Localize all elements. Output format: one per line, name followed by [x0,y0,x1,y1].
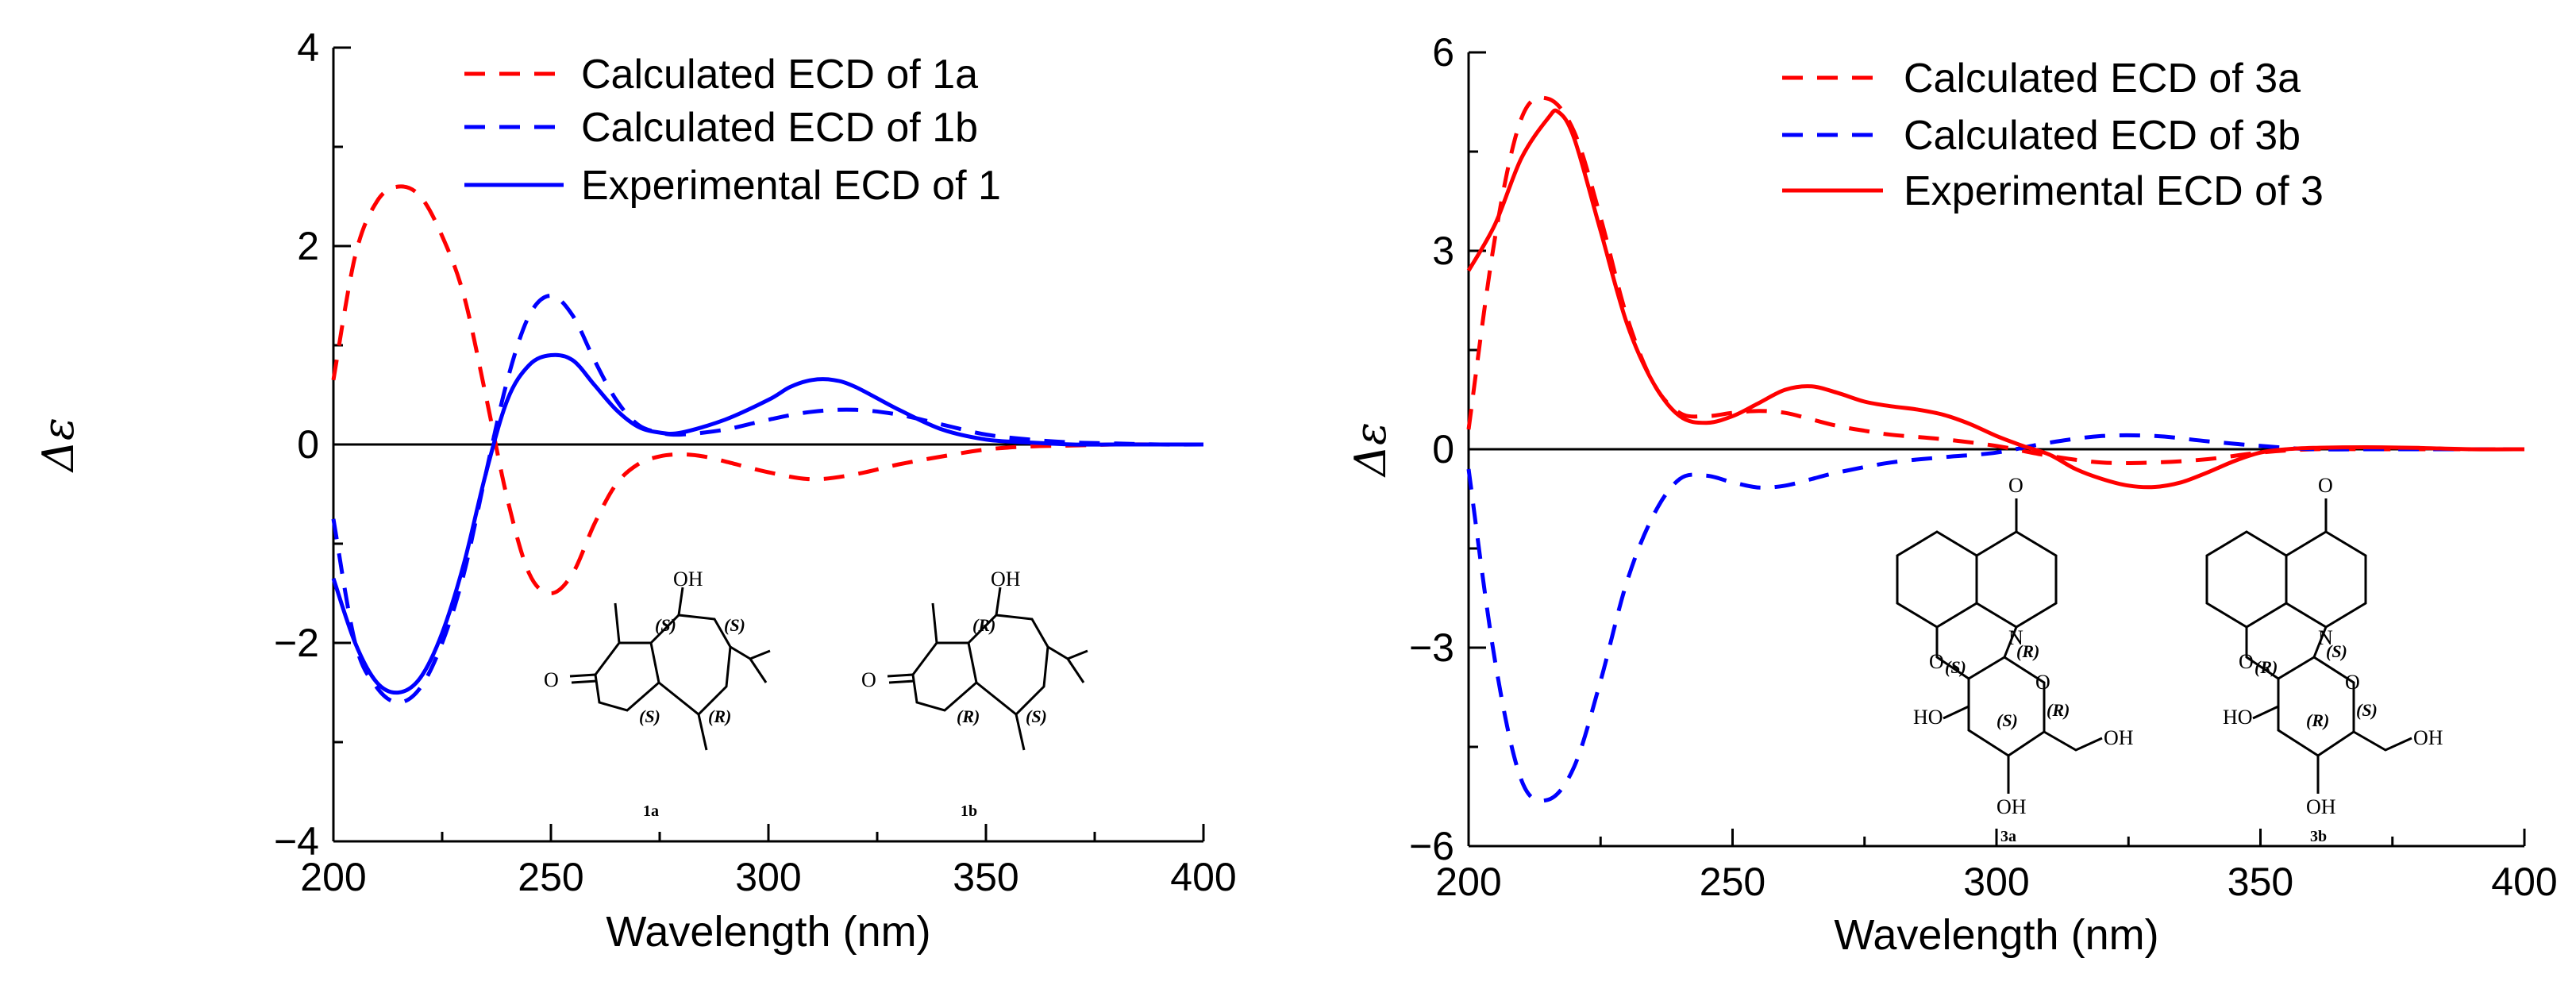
right-y-tick-label: 3 [1432,229,1454,273]
right-y-tick-label: 6 [1432,30,1454,75]
structure-3a-stereo-4: (R) [2047,700,2070,720]
structure-3a-o-ketone: O [2008,474,2023,497]
structure-3b-ho: HO [2223,706,2253,729]
left-y-tick-label: 4 [297,25,319,70]
structure-1a-stereo-1: (S) [655,615,676,635]
left-x-axis-label: Wavelength (nm) [606,908,930,956]
left-x-tick-label: 200 [300,855,366,899]
structure-3b-n: N [2318,626,2333,649]
structure-3a-stereo-3: (S) [1996,710,2018,730]
structure-3b: O N O O HO OH OH (S) (R) (R) (S) 3b [2205,474,2443,845]
structure-1b-stereo-1: (R) [972,615,995,635]
structure-1a-oh: OH [673,568,703,591]
right-legend: Calculated ECD of 3a Calculated ECD of 3… [1782,56,2324,214]
structure-1b-o: O [861,668,876,691]
structure-1a-o: O [544,668,559,691]
structure-3b-stereo-4: (S) [2356,700,2378,720]
left-legend-label-1a: Calculated ECD of 1a [581,52,978,98]
structure-1b-label: 1b [961,802,977,820]
left-x-tick-label: 350 [953,855,1018,899]
right-series-3-line [1466,108,2525,490]
structure-3a-oh-side: OH [2104,726,2134,749]
left-legend: Calculated ECD of 1a Calculated ECD of 1… [464,52,1001,209]
left-series [331,184,1204,705]
structure-3a-stereo-2: (S) [1945,657,1966,677]
left-x-tick-label: 300 [735,855,801,899]
left-ticks: 200 250 300 350 400 −4 −2 0 2 4 [274,25,1237,899]
right-x-axis-label: Wavelength (nm) [1834,911,2158,959]
right-ticks: 200 250 300 350 400 −6 −3 0 3 6 [1409,30,2558,904]
right-y-tick-label: −3 [1409,625,1454,670]
left-y-tick-label: −4 [274,819,319,864]
right-legend-label-3b: Calculated ECD of 3b [1904,113,2301,159]
structure-3a-ho: HO [1913,706,1943,729]
right-legend-label-3a: Calculated ECD of 3a [1904,56,2301,102]
structure-1b-oh: OH [991,568,1021,591]
right-x-tick-label: 400 [2491,860,2557,904]
structure-1b-stereo-2: (R) [957,706,980,726]
right-legend-label-exp3: Experimental ECD of 3 [1904,168,2324,214]
structure-3b-stereo-3: (R) [2306,710,2329,730]
left-y-tick-label: 2 [297,224,319,268]
left-series-2-line [331,293,1204,705]
structure-3b-oh-side: OH [2413,726,2443,749]
structure-1b-stereo-3: (S) [1026,706,1047,726]
structure-3a-n: N [2008,626,2023,649]
structure-3a-label: 3a [2000,828,2016,845]
right-y-tick-label: −6 [1409,824,1454,868]
left-legend-label-exp1: Experimental ECD of 1 [581,163,1001,209]
left-series-3-line [331,352,1203,695]
structure-1a-stereo-3: (S) [639,706,660,726]
left-x-tick-label: 400 [1170,855,1236,899]
structure-1b: O OH (R) (R) (S) 1b [861,568,1088,820]
left-x-tick-label: 250 [518,855,583,899]
structure-3a-oh-bottom: OH [1996,795,2027,818]
right-series-2-line [1466,433,2524,803]
structure-1a-stereo-4: (R) [708,706,731,726]
right-x-tick-label: 200 [1435,860,1501,904]
right-y-axis-label: Δε [1346,422,1396,478]
structure-3a-o-ring1: O [1929,650,1944,673]
left-series-1-line [331,184,1203,596]
structure-1a: O OH (S) (S) (S) (R) 1a [544,568,771,820]
structure-3a-stereo-1: (R) [2016,641,2039,661]
right-x-tick-label: 350 [2228,860,2293,904]
left-y-tick-label: 0 [297,422,319,467]
left-y-tick-label: −2 [274,621,319,665]
right-series [1466,95,2525,803]
structure-3b-o-ring1: O [2239,650,2254,673]
structure-3b-label: 3b [2310,828,2327,845]
right-x-tick-label: 250 [1700,860,1765,904]
right-y-tick-label: 0 [1432,427,1454,471]
structure-1a-stereo-2: (S) [724,615,745,635]
left-legend-label-1b: Calculated ECD of 1b [581,105,978,151]
left-chart: 200 250 300 350 400 −4 −2 0 2 4 Δε Wavelength (nm… [33,25,1237,956]
left-y-axis-label: Δε [33,417,83,473]
structure-1a-label: 1a [643,802,659,820]
structure-3b-oh-bottom: OH [2306,795,2336,818]
structure-3b-stereo-1: (S) [2326,641,2347,661]
structure-3a: O N O O HO OH OH (R) (S) (S) (R) 3a [1896,474,2134,845]
right-chart: 200 250 300 350 400 −6 −3 0 3 6 Δε Wavelength (nm… [1346,30,2558,959]
structure-3b-o-ring2: O [2345,671,2360,694]
structure-3b-stereo-2: (R) [2254,657,2278,677]
right-x-tick-label: 300 [1963,860,2029,904]
structure-3a-o-ring2: O [2035,671,2050,694]
structure-3b-o-ketone: O [2318,474,2333,497]
